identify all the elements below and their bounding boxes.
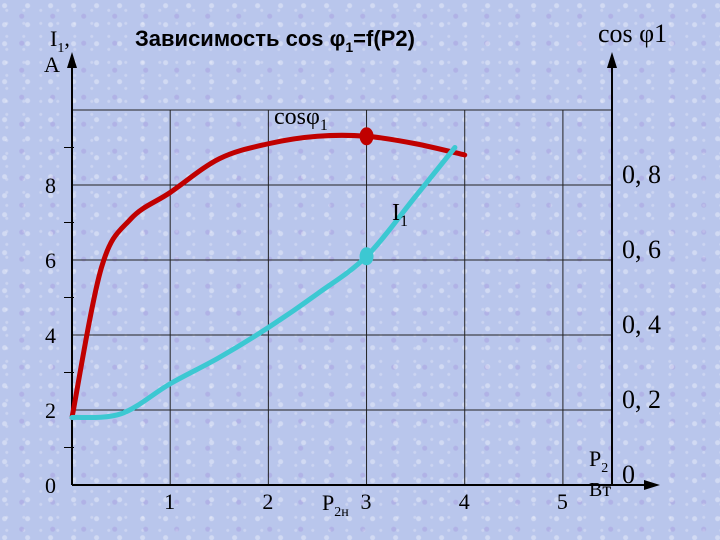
x-axis-arrow bbox=[644, 480, 660, 490]
y-left-tick-labels: 0 2 4 6 8 bbox=[45, 173, 56, 498]
legend-i1-label: I1 bbox=[392, 200, 408, 230]
y-right-axis-arrow bbox=[607, 52, 617, 68]
x-tick-label: 4 bbox=[459, 489, 470, 514]
y-left-axis-arrow bbox=[67, 52, 77, 68]
x-tick-label: 3 bbox=[361, 489, 372, 514]
x-tick-labels: 1 2 3 4 5 bbox=[164, 489, 568, 514]
y-right-tick-label: 0, 4 bbox=[622, 310, 661, 339]
series-line-0 bbox=[69, 132, 468, 420]
legend-cosphi1-label: cosφ1 bbox=[274, 104, 328, 134]
y-left-unit: A bbox=[44, 52, 60, 77]
series-marker-0 bbox=[359, 127, 374, 146]
series-line-1 bbox=[69, 145, 458, 421]
x-tick-label: 1 bbox=[164, 489, 175, 514]
y-right-tick-label: 0, 6 bbox=[622, 235, 661, 264]
chart-title: Зависимость cos φ1=f(P2) bbox=[135, 26, 415, 55]
grid-lines bbox=[72, 109, 612, 485]
x-tick-label: 5 bbox=[557, 489, 568, 514]
y-right-tick-label: 0, 8 bbox=[622, 160, 661, 189]
y-right-tick-label: 0, 2 bbox=[622, 385, 661, 414]
axes bbox=[64, 52, 660, 490]
y-left-label: I1, bbox=[50, 26, 70, 56]
series-marker-1 bbox=[359, 247, 374, 266]
x-tick-label: 2 bbox=[262, 489, 273, 514]
x-axis-unit: Вт bbox=[589, 479, 611, 501]
y-left-tick-label: 4 bbox=[45, 323, 56, 348]
x-marker-label: P2н bbox=[322, 490, 349, 520]
x-axis-label: P2 bbox=[589, 446, 608, 476]
y-left-tick-label: 6 bbox=[45, 248, 56, 273]
y-right-label: cos φ1 bbox=[598, 19, 667, 48]
y-left-tick-label: 8 bbox=[45, 173, 56, 198]
y-left-tick-label: 2 bbox=[45, 398, 56, 423]
y-right-tick-labels: 0 0, 2 0, 4 0, 6 0, 8 bbox=[622, 160, 661, 489]
y-left-tick-label: 0 bbox=[45, 473, 56, 498]
y-right-tick-label: 0 bbox=[622, 460, 635, 489]
series-group bbox=[69, 127, 468, 421]
